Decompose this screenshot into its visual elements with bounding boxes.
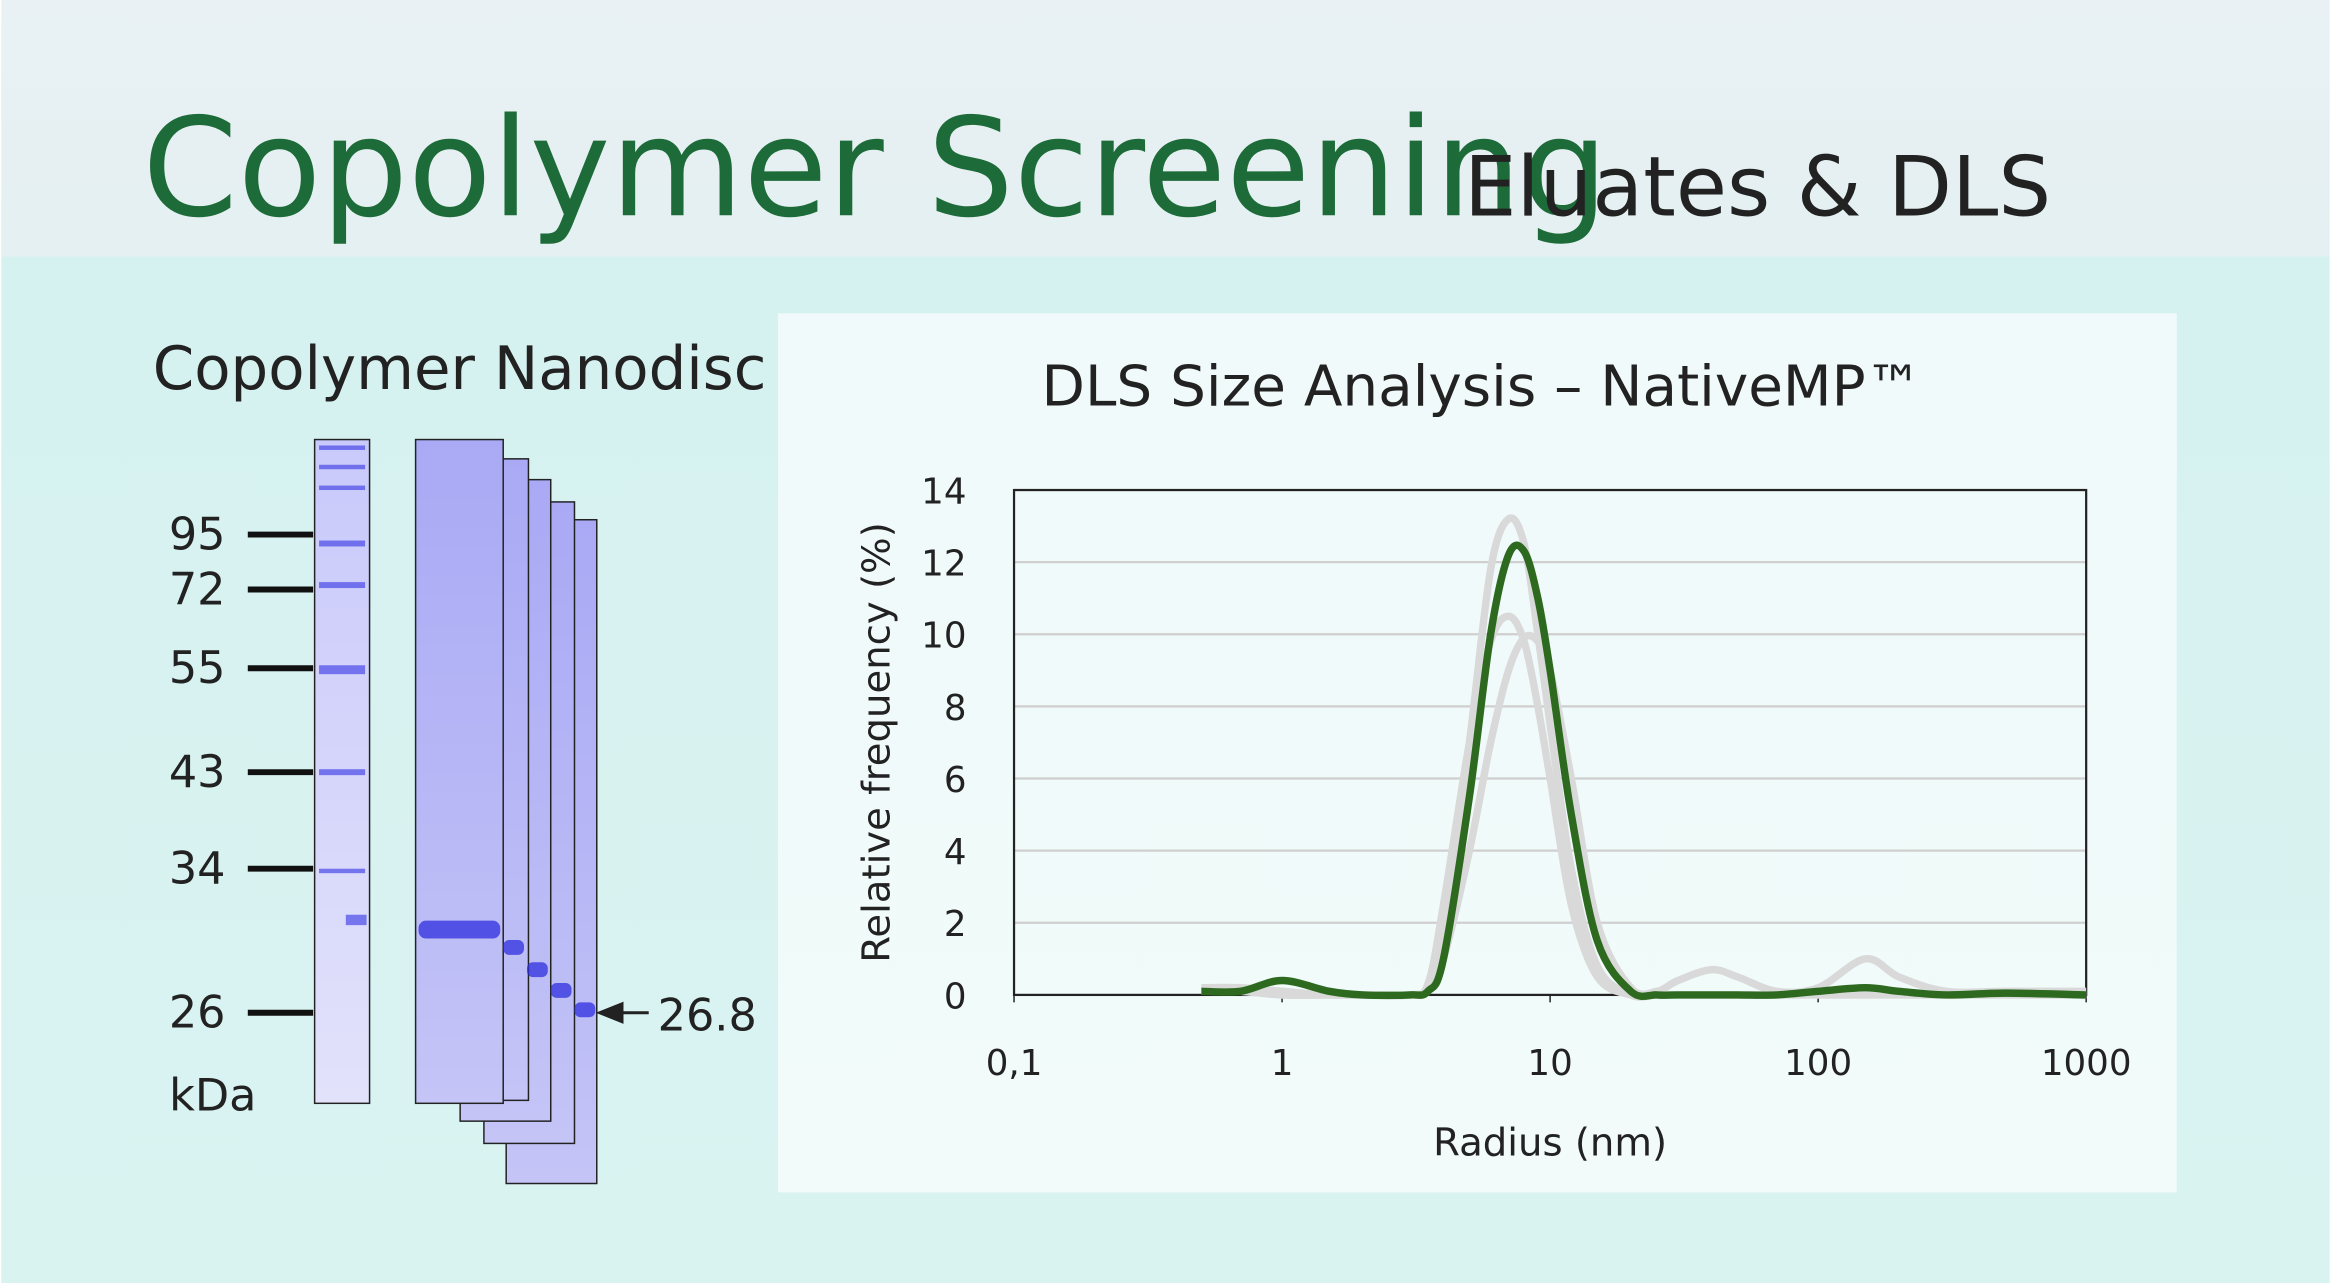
- annotation: 26.8: [658, 990, 757, 1042]
- y-tick-label: 4: [944, 832, 967, 873]
- x-tick-label: 0,1: [986, 1043, 1043, 1084]
- x-tick-label: 1000: [2041, 1043, 2132, 1084]
- marker-label: 43: [169, 746, 226, 798]
- y-tick-label: 0: [944, 976, 967, 1017]
- marker-label: 72: [169, 563, 226, 615]
- ladder-bands: [319, 445, 367, 926]
- gel: 26.8 kDa: [169, 438, 757, 1185]
- y-tick-label: 12: [921, 544, 966, 585]
- x-tick-label: 1: [1271, 1043, 1294, 1084]
- y-tick-label: 8: [944, 688, 967, 729]
- x-axis-title: Radius (nm): [1433, 1120, 1667, 1165]
- plot-frame: [1012, 488, 2088, 997]
- y-axis-title: Relative frequency (%): [854, 522, 899, 963]
- marker-label: 55: [169, 642, 226, 694]
- x-tick-label: 100: [1784, 1043, 1852, 1084]
- y-tick-label: 14: [921, 471, 966, 512]
- data-line: [1201, 541, 2087, 1000]
- sample-lane: [414, 438, 504, 1105]
- x-tick-label: 10: [1527, 1043, 1572, 1084]
- y-tick-label: 10: [921, 616, 966, 657]
- chart-title: DLS Size Analysis – NativeMP™: [1042, 354, 1923, 419]
- marker-label: 95: [169, 508, 226, 560]
- gel-title: Copolymer Nanodisc: [153, 335, 767, 404]
- subtitle: Eluates & DLS: [1464, 138, 2051, 235]
- marker-label: 34: [169, 843, 226, 895]
- marker-label: 26: [169, 987, 226, 1039]
- unit: kDa: [169, 1070, 256, 1122]
- y-tick-label: 6: [944, 760, 967, 801]
- sample-bands: [418, 920, 596, 1018]
- title: Copolymer Screening: [142, 89, 1608, 248]
- y-tick-label: 2: [944, 904, 967, 945]
- arrow: [595, 1001, 649, 1024]
